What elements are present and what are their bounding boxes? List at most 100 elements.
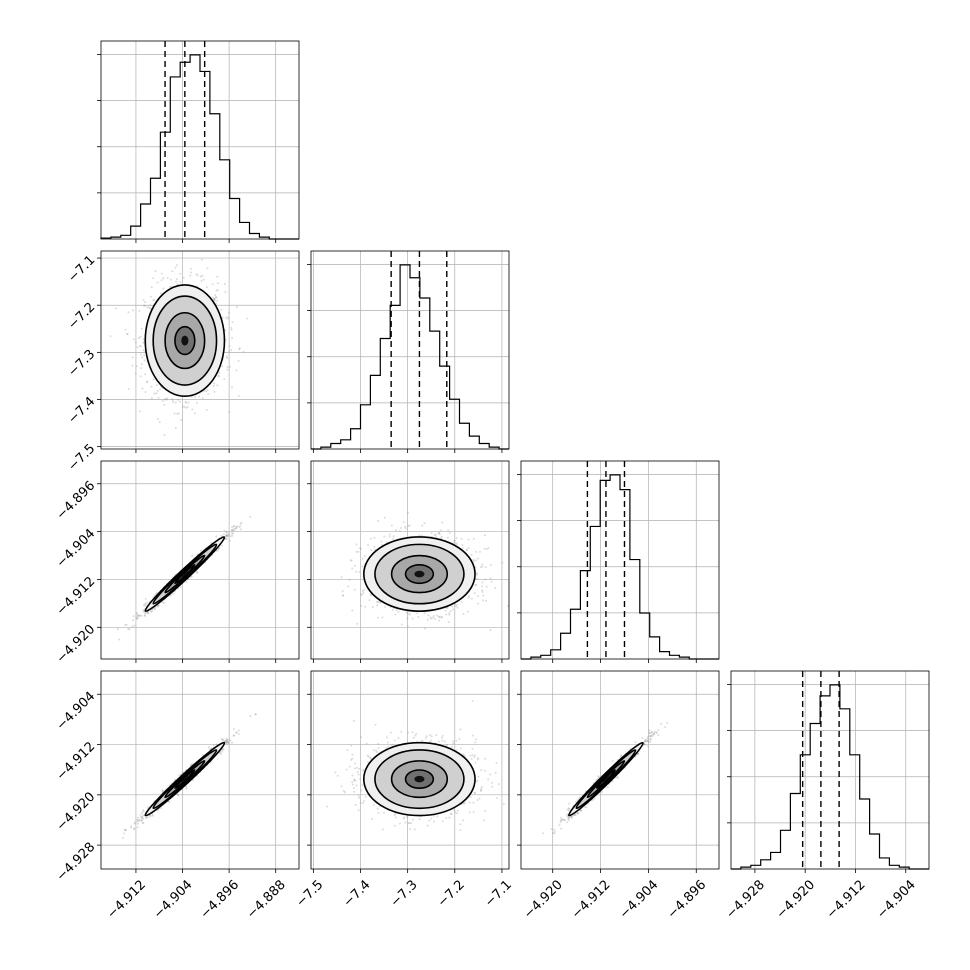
sample-point — [407, 822, 410, 825]
sample-point — [161, 790, 164, 793]
sample-point — [221, 748, 224, 751]
sample-point — [362, 592, 365, 595]
sample-point — [440, 535, 443, 538]
y-tick-label: −4.896 — [54, 478, 99, 523]
sample-point — [174, 266, 177, 269]
sample-point — [144, 612, 147, 615]
sample-point — [402, 817, 405, 820]
contour-line — [174, 563, 196, 585]
sample-point — [649, 735, 652, 738]
sample-point — [490, 580, 493, 583]
sample-point — [644, 738, 647, 741]
sample-point — [371, 817, 374, 820]
sample-point — [494, 587, 497, 590]
sample-point — [223, 739, 226, 742]
sample-point — [432, 614, 435, 617]
sample-point — [649, 740, 652, 743]
sample-point — [616, 776, 619, 779]
sample-point — [483, 534, 486, 537]
sample-point — [652, 732, 655, 735]
sample-point — [484, 566, 487, 569]
sample-point — [646, 738, 649, 741]
sample-point — [460, 537, 463, 540]
sample-point — [161, 601, 164, 604]
sample-point — [130, 826, 133, 829]
sample-point — [394, 816, 397, 819]
sample-point — [162, 601, 165, 604]
sample-point — [347, 585, 350, 588]
sample-point — [428, 819, 431, 822]
sample-point — [212, 744, 215, 747]
sample-point — [370, 549, 373, 552]
sample-point — [392, 743, 395, 746]
histogram-panel-3 — [727, 670, 930, 873]
sample-point — [477, 775, 480, 778]
sample-point — [191, 408, 194, 411]
x-tick-label: −4.904 — [874, 877, 919, 922]
sample-point — [143, 614, 146, 617]
sample-point — [478, 550, 481, 553]
sample-point — [226, 740, 229, 743]
sample-point — [146, 612, 149, 615]
sample-point — [368, 599, 371, 602]
sample-point — [362, 768, 365, 771]
x-tick-label: −4.912 — [824, 877, 869, 922]
sample-point — [476, 799, 479, 802]
sample-point — [213, 297, 216, 300]
sample-point — [228, 410, 231, 413]
sample-point — [471, 734, 474, 737]
sample-point — [453, 539, 456, 542]
sample-point — [470, 757, 473, 760]
sample-point — [576, 812, 579, 815]
sample-point — [144, 597, 147, 600]
sample-point — [568, 802, 571, 805]
y-tick-label: −4.904 — [54, 526, 99, 571]
sample-point — [413, 828, 416, 831]
sample-point — [441, 739, 444, 742]
sample-point — [326, 805, 329, 808]
sample-point — [254, 713, 257, 716]
sample-point — [376, 807, 379, 810]
sample-point — [484, 769, 487, 772]
sample-point — [237, 394, 240, 397]
sample-point — [223, 283, 226, 286]
sample-point — [228, 350, 231, 353]
panel-frame — [520, 460, 720, 660]
sample-point — [418, 818, 421, 821]
sample-point — [202, 278, 205, 281]
sample-point — [407, 731, 410, 734]
sample-point — [172, 401, 175, 404]
sample-point — [391, 608, 394, 611]
sample-point — [225, 534, 228, 537]
density-peak — [414, 570, 425, 578]
sample-point — [216, 743, 219, 746]
sample-point — [353, 588, 356, 591]
sample-point — [452, 742, 455, 745]
sample-point — [122, 837, 125, 840]
sample-point — [461, 544, 464, 547]
sample-point — [350, 559, 353, 562]
y-tick-label: −4.928 — [54, 840, 99, 885]
sample-point — [355, 550, 358, 553]
sample-point — [185, 581, 188, 584]
sample-point — [446, 606, 449, 609]
sample-point — [466, 610, 469, 613]
sample-point — [139, 367, 142, 370]
sample-point — [369, 537, 372, 540]
sample-point — [144, 614, 147, 617]
contour-line — [404, 563, 435, 585]
sample-point — [412, 818, 415, 821]
sample-point — [576, 811, 579, 814]
sample-point — [501, 561, 504, 564]
sample-point — [647, 736, 650, 739]
sample-point — [378, 600, 381, 603]
sample-point — [651, 735, 654, 738]
sample-point — [152, 378, 155, 381]
sample-point — [438, 532, 441, 535]
sample-point — [408, 828, 411, 831]
sample-point — [475, 577, 478, 580]
contour-line — [152, 295, 218, 386]
sample-point — [216, 275, 219, 278]
sample-point — [123, 832, 126, 835]
